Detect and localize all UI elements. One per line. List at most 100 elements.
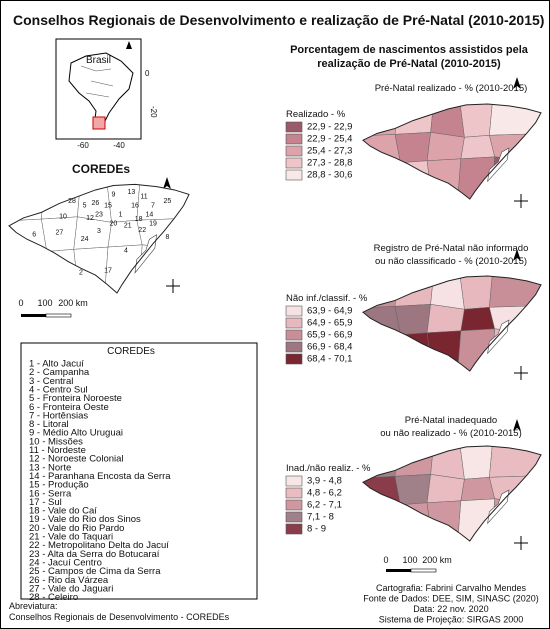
lagoon: [488, 490, 509, 523]
rs-map: [354, 96, 549, 204]
north-arrow: [126, 41, 132, 49]
credit: Cartografia: Fabrini Carvalho Mendes: [376, 583, 527, 593]
region: [457, 157, 494, 200]
region-number: 5: [83, 202, 87, 209]
legend-swatch: [285, 121, 303, 133]
crosshair: [166, 279, 180, 293]
legend-label: 65,9 - 66,9: [307, 330, 352, 341]
scale-label: 0: [18, 298, 23, 308]
right-title: realização de Pré-Natal (2010-2015): [317, 58, 501, 70]
legend-item: 15 - Produção: [29, 480, 89, 491]
legend-item: 28 - Celeiro: [29, 592, 78, 603]
region-number: 2: [79, 270, 83, 277]
legend-item: 6 - Fronteira Oeste: [29, 402, 109, 413]
region: [363, 103, 399, 136]
rs-map: [354, 438, 549, 546]
region: [427, 304, 464, 332]
map-subtitle: ou não classificado - % (2010-2015): [375, 256, 527, 267]
scale-bar: [21, 314, 46, 317]
scale-label: 200 km: [58, 298, 88, 308]
scale-label: 100: [37, 298, 52, 308]
regions: [363, 103, 541, 200]
region: [431, 103, 465, 137]
legend-item: 14 - Paranhana Encosta da Serra: [29, 471, 171, 482]
lagoon: [488, 148, 509, 181]
legend-item: 26 - Rio da Várzea: [29, 575, 109, 586]
region-number: 22: [138, 227, 146, 234]
region: [459, 445, 493, 479]
legend-item: 5 - Fronteira Noroeste: [29, 393, 122, 404]
region-number: 9: [111, 191, 115, 198]
legend-title: Realizado - %: [286, 109, 346, 120]
inset-label: Brasil: [86, 55, 111, 66]
legend-swatch: [285, 157, 303, 169]
region: [9, 219, 47, 251]
legend-item: 17 - Sul: [29, 497, 62, 508]
region: [9, 246, 47, 294]
legend-item: 21 - Vale do Taquari: [29, 532, 113, 543]
region-number: 27: [56, 229, 64, 236]
legend-swatch: [285, 329, 303, 341]
region-number: 13: [128, 189, 136, 196]
legend-swatch: [285, 145, 303, 157]
region: [363, 134, 400, 162]
rs-outline: [363, 104, 541, 199]
lagoon: [488, 320, 509, 353]
legend-item: 22 - Metropolitano Delta do Jacuí: [29, 540, 169, 551]
region-number: 1: [119, 211, 123, 218]
region-number: 19: [149, 220, 157, 227]
legend-item: 13 - Norte: [29, 462, 71, 473]
map-title: COREDEs: [72, 162, 130, 176]
legend-item: 18 - Vale do Caí: [29, 506, 97, 517]
scale-label: 0: [383, 555, 388, 565]
crosshair: [514, 366, 528, 380]
region: [431, 445, 465, 479]
lagoon: [135, 235, 157, 273]
legend-box: [20, 342, 258, 600]
legend-swatch: [285, 341, 303, 353]
legend-label: 68,4 - 70,1: [307, 354, 352, 365]
region: [395, 474, 431, 504]
legend-item: 20 - Vale do Rio Pardo: [29, 523, 124, 534]
rs-outline: [363, 276, 541, 371]
region-number: 4: [124, 247, 128, 254]
region: [363, 306, 400, 334]
region-number: 21: [124, 223, 132, 230]
region: [461, 307, 495, 331]
rs-map: [354, 268, 549, 376]
crosshair: [514, 536, 528, 550]
region: [457, 499, 494, 542]
region-number: 26: [92, 200, 100, 207]
region-number: 3: [97, 228, 101, 235]
legend-item: 7 - Hortênsias: [29, 410, 88, 421]
legend-label: 8 - 9: [307, 524, 326, 535]
north-arrow: [513, 249, 521, 261]
region-number: 14: [146, 211, 154, 218]
legend-item: 8 - Litoral: [29, 419, 69, 430]
region: [459, 103, 493, 137]
region-number: 18: [135, 216, 143, 223]
region: [363, 500, 400, 542]
map-subtitle: ou não realizado - % (2010-2015): [380, 428, 522, 439]
region: [459, 275, 493, 309]
region: [489, 445, 541, 477]
region-number: 20: [110, 220, 118, 227]
legend-label: 6,2 - 7,1: [307, 500, 342, 511]
legend-item: 27 - Vale do Jaguari: [29, 583, 113, 594]
region-number: 6: [32, 232, 36, 239]
region: [489, 103, 541, 135]
title: Conselhos Regionais de Desenvolvimento e…: [13, 12, 544, 28]
legend-label: 3,9 - 4,8: [307, 476, 342, 487]
map-subtitle: Pré-Natal inadequado: [405, 415, 497, 426]
region-number: 7: [151, 202, 155, 209]
legend-item: 12 - Noroeste Colonial: [29, 454, 124, 465]
legend-swatch: [285, 499, 303, 511]
north-arrow: [513, 419, 521, 431]
inset-x-tick: -40: [113, 141, 125, 150]
legend-item: 10 - Missões: [29, 436, 83, 447]
region-number: 23: [95, 211, 103, 218]
region: [395, 132, 431, 162]
legend-item: 2 - Campanha: [29, 367, 90, 378]
